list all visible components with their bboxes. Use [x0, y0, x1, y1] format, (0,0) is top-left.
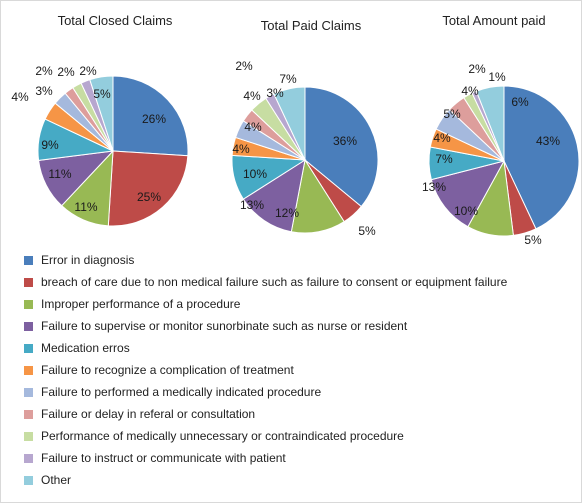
legend-label: Other	[41, 473, 72, 487]
pie-data-label: 2%	[35, 64, 53, 78]
legend-swatch	[24, 409, 33, 419]
pie-slice	[112, 75, 189, 157]
legend-label: Medication erros	[41, 341, 130, 355]
pie-data-label: 4%	[244, 120, 262, 134]
legend-label: Failure to performed a medically indicat…	[41, 385, 322, 399]
pie-title: Total Closed Claims	[58, 13, 173, 28]
pie-data-label: 25%	[137, 190, 161, 204]
legend-item: Improper performance of a procedure	[24, 293, 579, 315]
legend-item: Failure to recognize a complication of t…	[24, 359, 579, 381]
pie-data-label: 36%	[333, 134, 357, 148]
pie-data-label: 11%	[48, 167, 71, 181]
pie-data-label: 26%	[142, 112, 166, 126]
legend-label: Error in diagnosis	[41, 253, 135, 267]
pie-data-label: 13%	[240, 198, 264, 212]
pie-slice	[475, 85, 505, 162]
legend-item: Error in diagnosis	[24, 249, 579, 271]
pie-data-label: 5%	[93, 87, 111, 101]
pie-data-label: 2%	[79, 64, 97, 78]
pie-data-label: 4%	[433, 131, 451, 145]
legend-item: breach of care due to non medical failur…	[24, 271, 579, 293]
legend-swatch	[24, 321, 33, 331]
pie-chart-2: Total Paid Claims 36% 5% 12% 13% 10% 4% 4% 3% 4% 2…	[231, 18, 379, 238]
legend-swatch	[24, 365, 33, 375]
pie-data-label: 13%	[422, 180, 446, 194]
legend-label: Performance of medically unnecessary or …	[41, 429, 404, 443]
pie-slice	[242, 158, 306, 233]
pie-data-label: 4%	[11, 90, 29, 104]
legend: Error in diagnosis breach of care due to …	[24, 249, 579, 491]
pie-data-label: 9%	[41, 138, 59, 152]
pie-chart-3: Total Amount paid43%5%10%13%7%4%5%4%2%1%…	[422, 13, 580, 247]
legend-label: Failure or delay in referal or consultat…	[41, 407, 256, 421]
pie-slice	[304, 86, 379, 208]
pie-title: Total Amount paid	[442, 13, 545, 28]
pie-slice	[273, 86, 306, 161]
legend-label: breach of care due to non medical failur…	[41, 275, 508, 289]
legend-swatch	[24, 343, 33, 353]
pie-data-label: 4%	[232, 142, 250, 156]
legend-item: Failure to supervise or monitor sunorbin…	[24, 315, 579, 337]
pie-slice	[89, 75, 114, 152]
pie-data-label: 6%	[511, 95, 529, 109]
legend-item: Performance of medically unnecessary or …	[24, 425, 579, 447]
legend-swatch	[24, 475, 33, 485]
legend-label: Failure to supervise or monitor sunorbin…	[41, 319, 408, 333]
legend-item: Other	[24, 469, 579, 491]
pie-data-label: 3%	[35, 84, 53, 98]
legend-label: Improper performance of a procedure	[41, 297, 241, 311]
pie-slice	[503, 85, 580, 230]
pie-chart-1: Total Closed Claims 26% 25% 11% 11% 9% 4% 3% 2% 2…	[11, 13, 189, 227]
pie-data-label: 12%	[275, 206, 299, 220]
legend-item: Failure to performed a medically indicat…	[24, 381, 579, 403]
pie-data-label: 7%	[435, 152, 453, 166]
pie-data-label: 5%	[358, 224, 376, 238]
pie-data-label: 7%	[279, 72, 297, 86]
legend-label: Failure to instruct or communicate with …	[41, 451, 286, 465]
legend-swatch	[24, 453, 33, 463]
pie-charts: Total Closed Claims 26% 25% 11% 11% 9% 4% 3% 2% 2…	[11, 13, 580, 247]
pie-data-label: 10%	[454, 204, 478, 218]
pie-data-label: 1%	[488, 70, 506, 84]
pie-data-label: 5%	[524, 233, 542, 247]
legend-item: Medication erros	[24, 337, 579, 359]
pie-data-label: 10%	[243, 167, 267, 181]
legend-swatch	[24, 277, 33, 287]
pie-data-label: 2%	[468, 62, 486, 76]
pie-data-label: 43%	[536, 134, 560, 148]
pie-data-label: 4%	[461, 84, 479, 98]
pie-slice	[430, 160, 505, 228]
pie-title: Total Paid Claims	[261, 18, 362, 33]
pie-data-label: 5%	[443, 107, 461, 121]
legend-swatch	[24, 387, 33, 397]
pie-slice	[107, 150, 189, 227]
legend-label: Failure to recognize a complication of t…	[41, 363, 294, 377]
legend-swatch	[24, 431, 33, 441]
pie-data-label: 3%	[266, 86, 284, 100]
pie-data-label: 2%	[235, 59, 253, 73]
legend-item: Failure or delay in referal or consultat…	[24, 403, 579, 425]
pie-data-label: 4%	[243, 89, 261, 103]
legend-swatch	[24, 255, 33, 265]
pie-data-label: 2%	[57, 65, 75, 79]
legend-swatch	[24, 299, 33, 309]
legend-item: Failure to instruct or communicate with …	[24, 447, 579, 469]
pie-data-label: 11%	[74, 200, 97, 214]
